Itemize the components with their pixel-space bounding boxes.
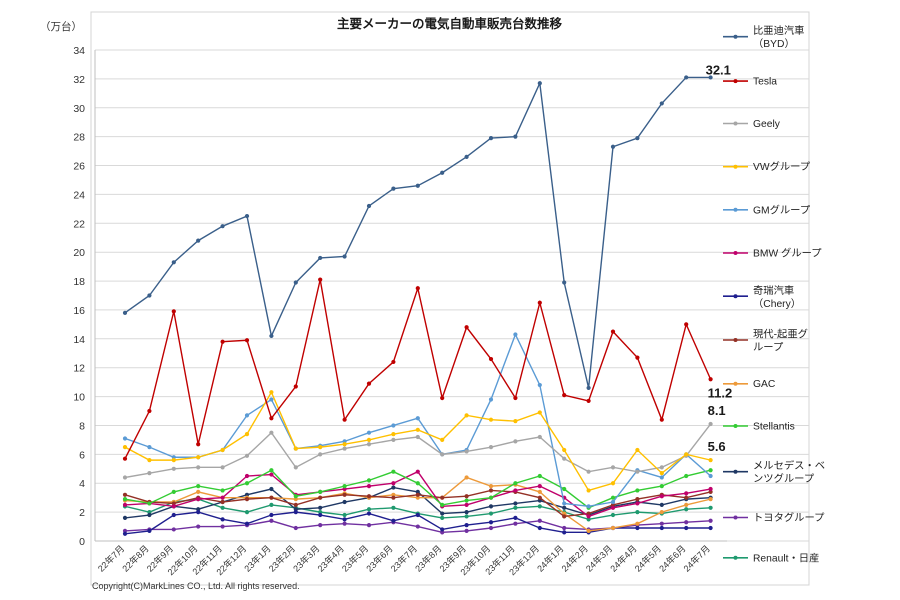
svg-text:現代-起亜グ: 現代-起亜グ [753,328,808,341]
svg-text:Renault・日産: Renault・日産 [753,551,819,564]
svg-text:5.6: 5.6 [708,439,726,454]
svg-text:8: 8 [79,421,85,433]
svg-text:ループ: ループ [753,342,784,354]
svg-text:30: 30 [73,103,85,115]
svg-text:24年7月: 24年7月 [681,543,712,574]
svg-text:VWグループ: VWグループ [753,160,811,173]
svg-text:メルセデス・ベ: メルセデス・ベ [753,459,825,472]
svg-text:34: 34 [73,45,85,57]
svg-text:32.1: 32.1 [706,62,731,77]
svg-text:（Chery）: （Chery） [753,298,801,310]
svg-text:Tesla: Tesla [753,77,777,88]
svg-text:4: 4 [79,478,85,490]
svg-text:BMW グループ: BMW グループ [753,247,822,260]
svg-text:ンツグループ: ンツグループ [753,472,815,485]
svg-text:16: 16 [73,305,85,317]
svg-text:（BYD）: （BYD） [753,38,795,50]
svg-text:Stellantis: Stellantis [753,422,795,433]
svg-text:18: 18 [73,276,85,288]
svg-text:2: 2 [79,507,85,519]
svg-text:（万台）: （万台） [40,20,82,33]
svg-text:14: 14 [73,334,85,346]
svg-text:11.2: 11.2 [708,385,733,400]
svg-text:32: 32 [73,74,85,86]
svg-text:20: 20 [73,247,85,259]
svg-text:GAC: GAC [753,379,776,390]
svg-text:8.1: 8.1 [708,403,726,418]
svg-text:GMグループ: GMグループ [753,203,811,216]
svg-text:12: 12 [73,363,85,375]
svg-text:24: 24 [73,189,85,201]
svg-text:22: 22 [73,218,85,230]
svg-text:トヨタグループ: トヨタグループ [753,511,825,524]
svg-text:28: 28 [73,132,85,144]
svg-text:26: 26 [73,161,85,173]
svg-text:奇瑞汽車: 奇瑞汽車 [753,284,794,297]
svg-text:Geely: Geely [753,119,781,130]
svg-text:10: 10 [73,392,85,404]
svg-text:6: 6 [79,449,85,461]
svg-text:0: 0 [79,536,85,548]
